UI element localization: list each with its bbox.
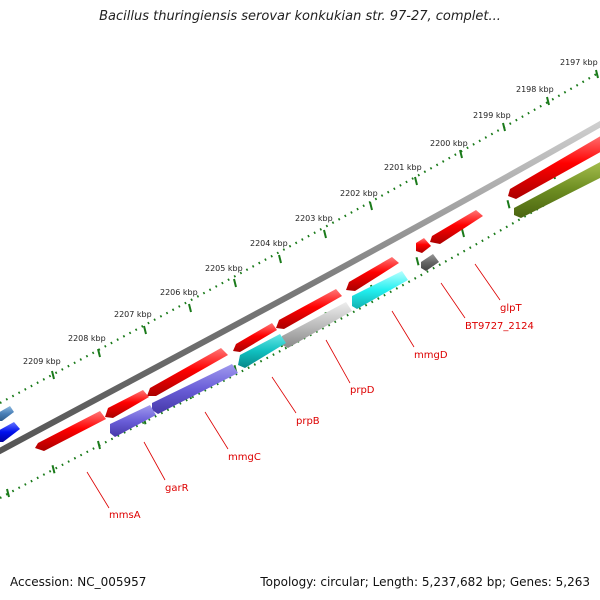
gene-arrow-prpB-upper[interactable] <box>233 323 277 352</box>
gene-arrow[interactable] <box>508 134 600 199</box>
major-tick <box>233 278 237 288</box>
gene-arrow-left-blue[interactable] <box>0 422 20 442</box>
tick-label: 2205 kbp <box>205 264 243 273</box>
tick-label: 2208 kbp <box>68 334 106 343</box>
genome-backbone <box>0 120 600 455</box>
gene-arrow-BT9727_2124[interactable] <box>421 254 439 271</box>
major-tick <box>502 122 506 132</box>
major-tick <box>143 325 147 335</box>
gene-arrow-olive[interactable] <box>514 160 600 218</box>
tick-label: 2202 kbp <box>340 189 378 198</box>
gene-label-glpT: glpT <box>500 303 522 314</box>
tick-label: 2203 kbp <box>295 214 333 223</box>
major-tick <box>459 149 463 159</box>
major-tick <box>278 254 282 264</box>
inner-major-tick <box>461 228 465 238</box>
gene-arrow-small[interactable] <box>416 238 431 253</box>
gene-arrow-garR-upper[interactable] <box>105 390 149 418</box>
gene-arrow-prpD[interactable] <box>282 302 352 348</box>
inner-major-tick <box>415 257 420 266</box>
gene-arrow-garR[interactable] <box>110 405 156 437</box>
major-tick <box>97 348 101 358</box>
tick-label: 2198 kbp <box>516 85 554 94</box>
gene-arrow-prpD-upper[interactable] <box>276 289 342 329</box>
inner-major-tick <box>51 465 56 474</box>
major-tick <box>414 176 418 186</box>
gene-label-garR: garR <box>165 483 189 494</box>
outer-tick-ring <box>0 71 600 404</box>
map-title: Bacillus thuringiensis serovar konkukian… <box>99 9 501 24</box>
tick-label: 2197 kbp <box>560 58 598 67</box>
forward-strand-genes <box>0 134 600 421</box>
tick-label: 2206 kbp <box>160 288 198 297</box>
tick-label: 2199 kbp <box>473 111 511 120</box>
major-tick <box>369 201 373 211</box>
tick-label: 2201 kbp <box>384 163 422 172</box>
genome-summary-text: Topology: circular; Length: 5,237,682 bp… <box>260 575 590 589</box>
tick-label: 2207 kbp <box>114 310 152 319</box>
gene-arrow-mmgC-upper[interactable] <box>147 348 228 396</box>
gene-label-prpD: prpD <box>350 385 375 396</box>
inner-major-tick <box>97 440 101 450</box>
gene-labels: glpT BT9727_2124 mmgD prpD prpB mmgC gar… <box>109 303 534 521</box>
gene-label-BT9727_2124: BT9727_2124 <box>465 321 534 332</box>
gene-arrow-mmsA[interactable] <box>35 411 106 451</box>
gene-label-mmsA: mmsA <box>109 510 141 521</box>
gene-label-mmgC: mmgC <box>228 452 261 463</box>
tick-label: 2209 kbp <box>23 357 61 366</box>
gene-arrow-prpB[interactable] <box>238 334 286 368</box>
gene-arrow-mmgD[interactable] <box>352 271 408 309</box>
accession-text: Accession: NC_005957 <box>10 575 147 589</box>
inner-tick-ring <box>0 171 600 499</box>
reverse-strand-genes <box>0 160 600 451</box>
gene-label-prpB: prpB <box>296 416 320 427</box>
gene-arrow-glpT[interactable] <box>430 210 483 244</box>
major-tick <box>323 229 327 239</box>
gene-arrow-mmgD-upper[interactable] <box>346 257 399 291</box>
major-tick <box>51 370 55 380</box>
major-tick <box>188 303 192 313</box>
major-tick <box>546 96 550 106</box>
gene-arrow-left-steel[interactable] <box>0 406 14 421</box>
inner-major-tick <box>6 488 10 498</box>
label-connectors <box>86 263 501 509</box>
inner-major-tick <box>506 200 511 209</box>
tick-label: 2204 kbp <box>250 239 288 248</box>
gene-arrow-mmgC[interactable] <box>152 364 238 414</box>
major-tick <box>595 69 599 79</box>
gene-label-mmgD: mmgD <box>414 350 448 361</box>
tick-label: 2200 kbp <box>430 139 468 148</box>
